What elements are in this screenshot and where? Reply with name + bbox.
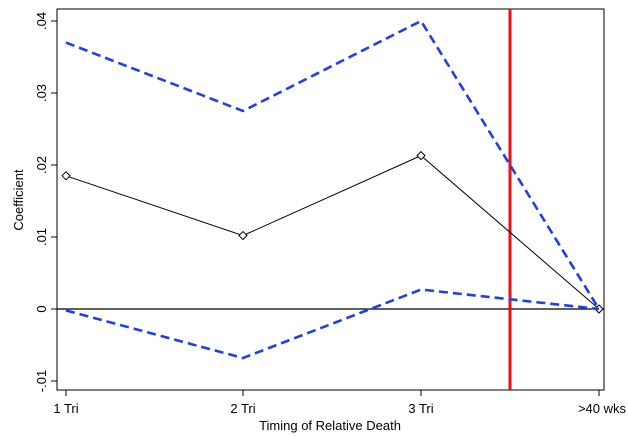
x-tick-label: 3 Tri xyxy=(408,401,433,416)
point-marker xyxy=(416,150,426,161)
x-axis-title: Timing of Relative Death xyxy=(259,418,401,433)
y-tick-label: 0 xyxy=(34,305,49,312)
reference-lines xyxy=(57,9,604,390)
series-group xyxy=(61,19,604,360)
plot-frame xyxy=(56,8,605,391)
point-estimate-line xyxy=(65,155,600,310)
lower-ci-line xyxy=(65,288,600,360)
y-axis-title: Coefficient xyxy=(11,169,26,231)
y-axis: -.01 0 .01 .02 .03 .04 xyxy=(34,12,57,392)
y-tick-label: .02 xyxy=(34,156,49,174)
y-tick-label: -.01 xyxy=(34,370,49,392)
upper-ci-line xyxy=(65,19,601,310)
x-tick-label: 1 Tri xyxy=(53,401,78,416)
point-marker xyxy=(238,230,248,241)
y-tick-label: .04 xyxy=(34,12,49,30)
y-tick-label: .03 xyxy=(34,84,49,102)
y-tick-label: .01 xyxy=(34,228,49,246)
x-tick-label: 2 Tri xyxy=(230,401,255,416)
x-tick-label: >40 wks xyxy=(578,401,627,416)
x-axis: 1 Tri 2 Tri 3 Tri >40 wks xyxy=(53,390,626,416)
point-marker xyxy=(61,171,71,181)
